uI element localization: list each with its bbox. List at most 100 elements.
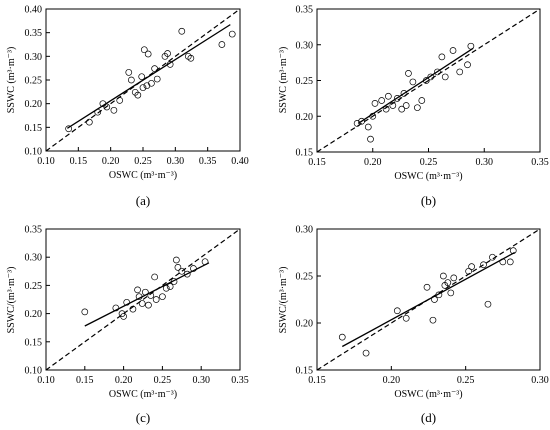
y-tick-label: 0.25 [296, 76, 314, 87]
data-point [135, 293, 143, 301]
data-point [228, 30, 236, 38]
data-point [438, 53, 446, 61]
data-point [423, 283, 431, 291]
data-point [103, 103, 111, 111]
data-point [166, 283, 174, 290]
data-point [400, 90, 408, 97]
data-point [429, 316, 437, 324]
y-tick-label: 0.15 [25, 337, 43, 348]
x-tick-label: 0.25 [154, 375, 172, 386]
data-point [499, 258, 507, 266]
data-point [112, 304, 120, 312]
y-axis-label: SSWC (m³·m⁻³) [278, 47, 289, 114]
data-point [116, 97, 124, 104]
data-point [166, 61, 174, 68]
data-point [405, 69, 412, 77]
data-point [178, 267, 186, 275]
data-point [435, 291, 443, 299]
data-point [465, 267, 472, 275]
one-to-one-line [316, 8, 541, 153]
x-axis-label: OSWC (m³·m⁻³) [109, 389, 177, 400]
data-point [129, 305, 137, 313]
y-tick-label: 0.35 [25, 225, 43, 236]
data-point [125, 69, 133, 76]
x-tick-label: 0.30 [531, 375, 549, 386]
data-point [164, 50, 171, 57]
fit-line [84, 262, 210, 327]
data-point [378, 97, 386, 104]
data-point [440, 272, 447, 280]
data-point [382, 105, 390, 113]
data-point [409, 78, 417, 86]
data-point [183, 270, 191, 278]
data-point [138, 73, 146, 81]
x-tick-label: 0.10 [37, 375, 55, 386]
data-point [509, 247, 517, 254]
y-tick-label: 0.25 [25, 76, 43, 87]
data-point [402, 102, 410, 109]
panel-label: (b) [421, 193, 436, 208]
x-tick-label: 0.15 [70, 156, 88, 167]
panel-label: (d) [421, 410, 436, 425]
data-point [484, 300, 492, 308]
data-point [65, 125, 72, 133]
panel-c: 0.10 0.15 0.20 0.25 0.30 0.35 0.10 0.15 0.20 0.25… [6, 225, 249, 426]
data-point [371, 100, 379, 107]
data-point [139, 84, 147, 91]
x-tick-label: 0.25 [420, 157, 438, 168]
data-point [162, 284, 170, 292]
data-point [398, 105, 406, 113]
y-tick-label: 0.35 [296, 5, 314, 16]
data-point [134, 286, 141, 294]
x-tick-label: 0.25 [457, 375, 475, 386]
data-point [449, 47, 457, 54]
data-point [489, 253, 496, 261]
data-point [369, 112, 377, 120]
y-axis-label: SSWC/(m³·m⁻³) [278, 267, 289, 334]
y-tick-label: 0.30 [296, 40, 314, 51]
data-point [364, 123, 372, 131]
x-tick-label: 0.20 [102, 156, 120, 167]
y-tick-label: 0.10 [25, 147, 43, 158]
fit-line [357, 47, 474, 124]
fit-line [66, 24, 231, 129]
y-tick-label: 0.15 [296, 366, 314, 377]
panel-a: 0.10 0.15 0.20 0.25 0.30 0.35 0.40 0.10 0.15 0.20… [6, 5, 249, 209]
data-point [145, 301, 152, 309]
data-point [148, 79, 155, 87]
panel-label: (a) [136, 193, 150, 208]
y-tick-label: 0.20 [296, 319, 314, 330]
x-axis-label: OSWC (m³·m⁻³) [394, 389, 462, 400]
data-point [140, 46, 148, 54]
data-point [414, 104, 421, 112]
y-tick-label: 0.15 [25, 123, 43, 134]
data-point [81, 308, 89, 316]
data-point [147, 292, 155, 299]
data-point [358, 117, 365, 125]
data-point [128, 76, 135, 84]
data-point [159, 293, 166, 301]
x-tick-label: 0.30 [476, 157, 494, 168]
data-point [441, 73, 449, 81]
data-point [506, 258, 514, 266]
data-point [190, 265, 197, 272]
data-point [201, 258, 209, 266]
x-tick-label: 0.20 [115, 375, 133, 386]
x-tick-label: 0.25 [134, 156, 152, 167]
data-point [431, 296, 438, 303]
y-tick-label: 0.20 [25, 99, 43, 110]
data-point [151, 65, 158, 72]
y-tick-label: 0.30 [296, 225, 314, 236]
data-point [456, 68, 464, 76]
y-tick-label: 0.20 [25, 309, 43, 320]
panel-b: 0.15 0.20 0.25 0.30 0.35 0.15 0.20 0.25 0.30 0.35… [278, 5, 549, 209]
y-tick-label: 0.25 [296, 272, 314, 283]
data-point [153, 75, 161, 83]
y-tick-label: 0.25 [25, 281, 43, 292]
x-tick-label: 0.15 [308, 375, 326, 386]
data-point [418, 97, 426, 104]
data-point [94, 108, 102, 116]
x-axis-label: OSWC (m³·m⁻³) [109, 170, 177, 181]
data-point [468, 263, 475, 270]
plot-frame [316, 228, 541, 371]
